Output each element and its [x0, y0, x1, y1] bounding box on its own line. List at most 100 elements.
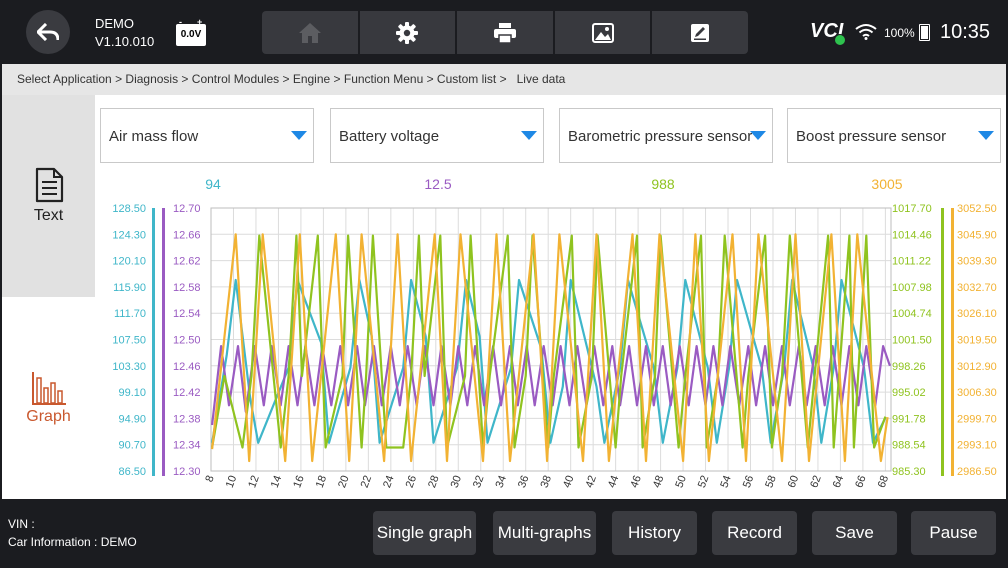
x-tick-label: 38 — [539, 474, 554, 490]
x-tick-label: 30 — [449, 474, 464, 490]
y-tick-label: 12.62 — [173, 256, 201, 268]
y-tick-label: 12.38 — [173, 413, 201, 425]
graph-view-tab[interactable]: Graph — [2, 297, 95, 499]
y-tick-label: 90.70 — [118, 440, 146, 452]
y-tick-label: 115.90 — [113, 282, 146, 294]
x-tick-label: 68 — [876, 474, 891, 490]
graph-tab-label: Graph — [26, 408, 71, 425]
y-tick-label: 1017.70 — [892, 203, 932, 215]
pid-select-4[interactable]: Boost pressure sensor — [787, 108, 1001, 163]
x-tick-label: 60 — [786, 474, 801, 490]
axis-color-bar — [152, 208, 155, 476]
breadcrumb-current: Live data — [516, 72, 566, 86]
x-tick-label: 10 — [224, 474, 239, 490]
series-current-value: 3005 — [871, 176, 902, 192]
x-tick-label: 46 — [628, 474, 643, 490]
x-tick-label: 22 — [359, 474, 374, 490]
battery-voltage-icon: - + 0.0V — [176, 18, 206, 46]
print-button[interactable] — [457, 11, 553, 54]
y-tick-label: 998.26 — [892, 361, 926, 373]
feedback-button[interactable] — [652, 11, 748, 54]
y-tick-label: 1001.50 — [892, 335, 932, 347]
battery-minus-sign: - — [179, 17, 182, 27]
vci-connected-dot — [834, 34, 846, 46]
wifi-icon — [855, 24, 877, 40]
pid-select-2[interactable]: Battery voltage — [330, 108, 544, 163]
vin-label: VIN : — [8, 517, 35, 531]
y-tick-label: 120.10 — [112, 256, 146, 268]
y-tick-label: 1004.74 — [892, 308, 932, 320]
toolbar — [262, 11, 748, 54]
y-tick-label: 99.10 — [118, 387, 146, 399]
battery-voltage-value: 0.0V — [176, 24, 206, 46]
chevron-down-icon — [521, 131, 537, 140]
y-tick-label: 3052.50 — [957, 203, 997, 215]
text-view-tab[interactable]: Text — [2, 95, 95, 297]
x-tick-label: 24 — [381, 474, 396, 490]
y-tick-label: 103.30 — [112, 361, 146, 373]
x-tick-label: 50 — [673, 474, 688, 490]
axis-color-bar — [162, 208, 165, 476]
back-arrow-icon — [37, 23, 59, 41]
y-tick-label: 985.30 — [892, 466, 926, 478]
y-tick-label: 3045.90 — [957, 229, 997, 241]
live-data-chart: 8 10 12 14 16 18 20 22 24 26 28 30 32 34 36 38 40 42 44 46 4… — [112, 176, 997, 490]
image-icon — [591, 22, 614, 43]
series-current-value: 94 — [205, 176, 221, 192]
vci-status: VCI — [810, 20, 846, 48]
screenshot-button[interactable] — [554, 11, 651, 54]
x-tick-label: 36 — [516, 474, 531, 490]
y-tick-label: 86.50 — [118, 466, 146, 478]
y-tick-label: 107.50 — [112, 335, 146, 347]
y-tick-label: 3026.10 — [957, 308, 997, 320]
y-tick-label: 111.70 — [114, 308, 146, 320]
y-tick-label: 3019.50 — [957, 335, 997, 347]
axis-color-bar — [951, 208, 954, 476]
x-tick-label: 54 — [718, 474, 733, 490]
x-tick-label: 52 — [696, 474, 711, 490]
record-button[interactable]: Record — [712, 511, 797, 555]
x-tick-label: 66 — [853, 474, 868, 490]
axis-color-bar — [941, 208, 944, 476]
pid-select-3[interactable]: Barometric pressure sensor — [559, 108, 773, 163]
x-tick-label: 34 — [494, 474, 509, 490]
battery-percent: 100% — [884, 26, 915, 40]
side-nav: Text Graph — [2, 95, 95, 499]
y-tick-label: 991.78 — [892, 413, 926, 425]
chevron-down-icon — [291, 131, 307, 140]
y-tick-label: 12.30 — [173, 466, 201, 478]
bar-chart-icon — [31, 372, 66, 405]
x-tick-label: 42 — [584, 474, 599, 490]
x-tick-label: 8 — [203, 474, 216, 484]
pid-select-1-value: Air mass flow — [109, 128, 199, 145]
pid-select-1[interactable]: Air mass flow — [100, 108, 314, 163]
y-tick-label: 2999.70 — [957, 413, 997, 425]
pid-select-4-value: Boost pressure sensor — [796, 128, 947, 145]
y-tick-label: 3006.30 — [957, 387, 997, 399]
pause-button[interactable]: Pause — [911, 511, 996, 555]
plot-border — [210, 207, 892, 472]
series-line — [211, 233, 889, 463]
x-tick-label: 40 — [561, 474, 576, 490]
back-button[interactable] — [26, 10, 70, 54]
home-icon — [298, 22, 321, 43]
graph-panel: Air mass flow Battery voltage Barometric… — [95, 95, 1006, 499]
multi-graphs-button[interactable]: Multi-graphs — [493, 511, 596, 555]
x-tick-label: 14 — [269, 474, 284, 490]
history-button[interactable]: History — [612, 511, 697, 555]
y-tick-label: 2986.50 — [957, 466, 997, 478]
edit-icon — [691, 23, 710, 42]
y-tick-label: 2993.10 — [957, 440, 997, 452]
breadcrumb-path: Select Application > Diagnosis > Control… — [17, 72, 507, 86]
printer-icon — [493, 22, 516, 43]
save-button[interactable]: Save — [812, 511, 897, 555]
y-tick-label: 12.50 — [173, 335, 201, 347]
x-tick-label: 28 — [426, 474, 441, 490]
x-tick-label: 20 — [336, 474, 351, 490]
settings-button[interactable] — [359, 11, 456, 54]
x-tick-label: 44 — [606, 474, 621, 490]
battery-plus-sign: + — [197, 17, 203, 27]
home-button[interactable] — [262, 11, 358, 54]
battery-icon — [919, 24, 930, 41]
single-graph-button[interactable]: Single graph — [373, 511, 476, 555]
